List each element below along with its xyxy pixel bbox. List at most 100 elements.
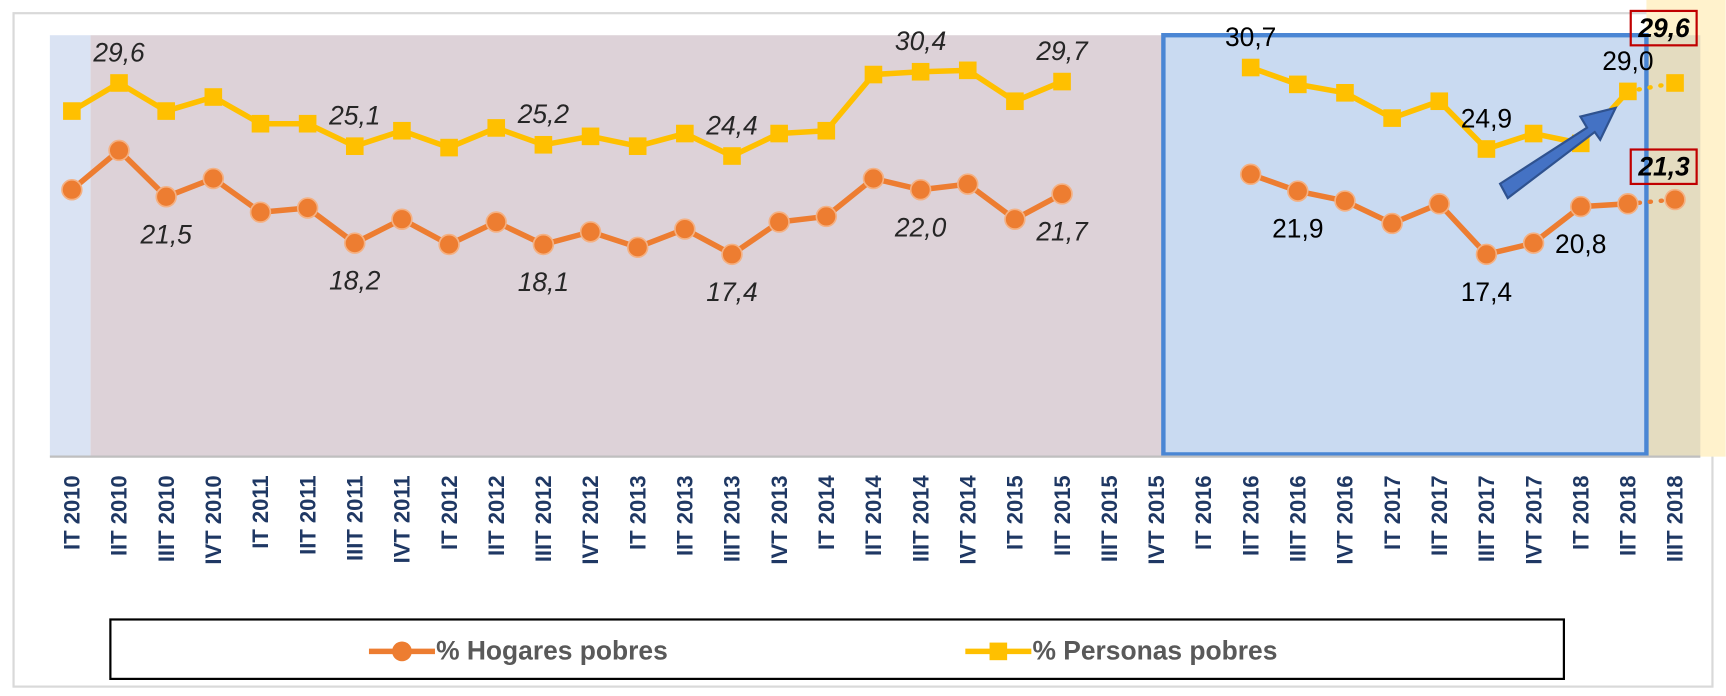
x-tick-label: IIT 2011: [295, 475, 320, 555]
data-point: [1475, 243, 1498, 266]
x-tick-label: IIT 2012: [484, 475, 509, 556]
data-point: [296, 197, 319, 219]
x-tick-label: IIIT 2016: [1286, 475, 1311, 562]
data-label: 21,9: [1272, 214, 1323, 244]
series-line: [1436, 201, 1490, 258]
highlight-box: [1161, 33, 1649, 457]
x-tick-label: IIIT 2012: [531, 475, 556, 562]
x-tick-label: IIT 2015: [1050, 475, 1075, 556]
data-point: [815, 205, 838, 228]
data-point: [1430, 92, 1449, 111]
data-point: [532, 233, 555, 256]
data-point: [391, 208, 413, 230]
data-point: [202, 167, 225, 190]
data-point: [110, 74, 128, 92]
data-point: [1239, 163, 1262, 186]
data-point: [1287, 180, 1309, 202]
data-point: [1619, 82, 1637, 101]
data-point: [1004, 208, 1026, 230]
data-point: [911, 62, 930, 81]
data-label: 24,4: [705, 110, 757, 140]
data-label: 29,0: [1602, 46, 1653, 76]
data-label: 25,1: [328, 101, 380, 131]
x-tick-label: IT 2012: [437, 475, 462, 550]
series-line: [1625, 197, 1678, 206]
x-tick-label: IIIT 2014: [908, 475, 933, 563]
data-point: [155, 186, 177, 208]
x-tick-label: IT 2013: [625, 475, 650, 550]
data-point: [1428, 193, 1451, 215]
data-point: [298, 114, 317, 133]
x-tick-label: IIIT 2013: [720, 475, 745, 562]
data-label: 22,0: [894, 212, 947, 242]
x-tick-label: IIIT 2018: [1663, 475, 1688, 562]
x-tick-label: IT 2015: [1003, 475, 1028, 550]
data-label: 20,8: [1555, 229, 1606, 259]
data-point: [579, 221, 602, 243]
legend-marker: [989, 642, 1008, 661]
legend-box: [109, 618, 1566, 680]
data-point: [626, 236, 649, 259]
x-tick-label: IIIT 2011: [342, 475, 367, 561]
data-point: [909, 179, 932, 201]
legend-label: % Hogares pobres: [436, 635, 668, 665]
data-point: [1381, 212, 1403, 235]
plot: 21,5 18,2 18,1 17,4 22,0 21,7 21,9 17,4 20,8 21,3…: [61, 9, 1698, 307]
data-label: 29,6: [92, 37, 145, 67]
data-point: [1289, 75, 1307, 94]
x-tick-label: IT 2017: [1380, 475, 1405, 550]
data-point: [487, 119, 506, 137]
data-point: [1334, 190, 1356, 212]
data-point: [862, 167, 885, 190]
x-tick-label: IIT 2017: [1427, 475, 1452, 556]
trend-arrow: [1498, 106, 1618, 200]
data-point: [1241, 58, 1260, 77]
data-point: [438, 233, 460, 256]
x-tick-label: IT 2014: [814, 475, 839, 550]
data-point: [204, 88, 223, 106]
data-point: [628, 137, 647, 155]
data-point: [1006, 92, 1024, 111]
data-label: 18,1: [518, 267, 569, 297]
data-point: [721, 243, 743, 266]
x-tick-label: IVT 2013: [767, 475, 792, 564]
data-label: 18,2: [329, 266, 381, 296]
x-tick-label: IT 2018: [1568, 475, 1593, 550]
data-point: [485, 211, 507, 233]
x-tick-label: IVT 2017: [1521, 475, 1546, 564]
x-tick-label: IVT 2011: [390, 475, 415, 563]
background-band: [49, 35, 91, 457]
legend-marker: [392, 641, 412, 662]
x-tick-label: IVT 2014: [955, 475, 980, 565]
background-band: [1646, 35, 1701, 457]
data-point: [249, 201, 272, 223]
x-tick-label: IIT 2010: [107, 475, 132, 556]
x-tick-label: IT 2010: [60, 475, 85, 550]
x-tick-label: IT 2016: [1191, 475, 1216, 550]
data-label: 17,4: [1461, 277, 1512, 307]
data-label: 30,7: [1225, 22, 1276, 52]
data-label: 24,9: [1461, 103, 1512, 133]
data-point: [108, 139, 130, 162]
x-tick-label: IIIT 2017: [1474, 475, 1499, 562]
data-label: 25,2: [517, 99, 570, 129]
data-point: [1617, 193, 1639, 215]
data-point: [1524, 124, 1543, 143]
label-box: [1629, 9, 1698, 47]
data-point: [1570, 195, 1592, 218]
data-point: [344, 232, 366, 254]
data-point: [393, 121, 411, 140]
data-point: [440, 138, 458, 157]
series-line: [823, 71, 877, 134]
data-point: [958, 61, 977, 80]
x-tick-label: IIT 2018: [1616, 475, 1641, 556]
data-label: 17,4: [706, 277, 757, 307]
data-point: [1383, 109, 1401, 127]
x-tick-label: IIT 2016: [1238, 475, 1263, 556]
x-tick-label: IIIT 2015: [1097, 475, 1122, 562]
data-point: [1051, 183, 1073, 205]
x-tick-label: IT 2011: [248, 475, 273, 548]
data-point: [1666, 74, 1684, 92]
data-point: [1522, 232, 1545, 254]
